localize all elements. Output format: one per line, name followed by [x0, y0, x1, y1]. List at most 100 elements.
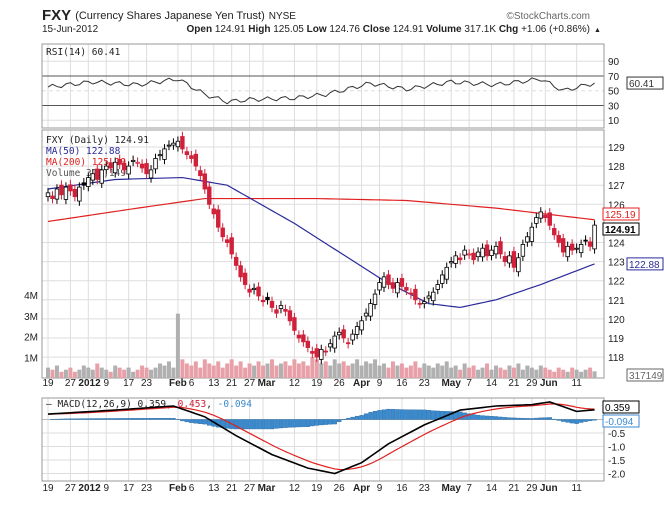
- volume-bar: [274, 365, 279, 378]
- macd-histogram-bar: [278, 419, 284, 429]
- price-tick-label: 126: [608, 200, 625, 211]
- macd-histogram-bar: [265, 419, 270, 430]
- volume-bar: [588, 367, 593, 378]
- volume-bar: [561, 369, 566, 378]
- macd-histogram-bar: [99, 418, 104, 420]
- candle-body: [422, 301, 427, 305]
- rsi-value-tag-text: 60.41: [629, 79, 654, 90]
- x-tick-label: Feb: [169, 378, 187, 389]
- macd-tick-label: -1.0: [608, 443, 626, 454]
- volume-bar: [426, 365, 431, 378]
- volume-bar: [534, 369, 539, 378]
- macd-histogram-bar: [108, 418, 113, 420]
- chart-marks: 19 27 2012 9 17 23 Feb 6 13 21 27 Mar 12 19 26 Apr 9 16 23…: [24, 57, 664, 494]
- candle-body: [260, 299, 266, 303]
- candle-body: [72, 188, 78, 198]
- x-tick-label: 21: [508, 483, 520, 494]
- candle-body: [345, 342, 351, 345]
- volume-bar: [592, 371, 597, 378]
- macd-histogram-bar: [457, 411, 463, 420]
- candle-body: [175, 140, 181, 148]
- candle-body: [113, 161, 118, 174]
- volume-bar: [547, 369, 552, 378]
- volume-bar: [323, 361, 328, 378]
- candle-body: [328, 343, 333, 348]
- legend-price: FXY (Daily) 124.91: [46, 135, 149, 146]
- volume-bar: [252, 365, 257, 378]
- macd-histogram-bar: [377, 410, 382, 420]
- candle-body: [189, 155, 194, 159]
- candle-body: [413, 288, 418, 301]
- close-label: Close: [363, 24, 391, 35]
- x-tick-label: 21: [226, 483, 238, 494]
- quote-summary: Open 124.91 High 125.05 Low 124.76 Close…: [187, 24, 590, 35]
- candle-body: [54, 188, 60, 200]
- candle-body: [565, 245, 570, 258]
- volume-bar: [480, 367, 485, 378]
- candle-body: [292, 317, 297, 331]
- macd-histogram-bar: [139, 418, 145, 420]
- candle-body: [475, 251, 481, 258]
- volume-bar: [355, 359, 360, 378]
- x-tick-label: 12: [289, 378, 301, 389]
- macd-histogram-bar: [135, 418, 140, 420]
- high-label: High: [248, 24, 270, 35]
- candle-body: [466, 253, 472, 256]
- candle-body: [417, 302, 423, 305]
- candle-body: [139, 163, 145, 169]
- candle-body: [471, 252, 476, 261]
- x-tick-label: 17: [123, 483, 135, 494]
- macd-panel: [41, 397, 605, 482]
- x-tick-label: 29: [526, 378, 538, 389]
- macd-histogram-bar: [363, 413, 369, 420]
- candle-body: [386, 274, 391, 285]
- volume-bar: [108, 371, 113, 378]
- candle-body: [561, 238, 566, 253]
- macd-histogram-bar: [314, 419, 319, 426]
- rsi-panel: [41, 43, 605, 129]
- candle-body: [569, 243, 575, 251]
- x-tick-label: 21: [226, 378, 238, 389]
- macd-histogram-bar: [305, 419, 311, 427]
- candle-body: [211, 208, 216, 215]
- macd-histogram-bar: [520, 418, 526, 420]
- volume-bar: [538, 365, 543, 378]
- volume-bar: [511, 367, 516, 378]
- volume-bar: [458, 369, 463, 378]
- macd-histogram-bar: [162, 418, 167, 420]
- volume-bar: [153, 367, 158, 378]
- macd-histogram-bar: [525, 418, 530, 420]
- macd-histogram-bar: [242, 419, 248, 430]
- macd-histogram-bar: [413, 409, 418, 420]
- candle-body: [587, 241, 593, 247]
- macd-histogram-bar: [144, 418, 149, 420]
- volume-bar: [238, 361, 243, 378]
- volume-bar: [261, 365, 266, 378]
- volume-bar: [189, 365, 194, 378]
- candle-body: [108, 162, 113, 169]
- volume-bar: [265, 363, 270, 378]
- price-tick-label: 119: [608, 334, 624, 345]
- volume-bar: [247, 363, 252, 378]
- volume-bar: [435, 363, 440, 378]
- macd-histogram-bar: [426, 410, 431, 420]
- volume-bar: [220, 367, 225, 378]
- macd-histogram-bar: [565, 419, 570, 423]
- x-tick-label: 23: [141, 378, 153, 389]
- macd-histogram-bar: [202, 419, 208, 425]
- volume-value: 317.1K: [464, 24, 496, 35]
- candle-body: [457, 257, 463, 261]
- candle-body: [538, 211, 543, 219]
- volume-bar: [243, 367, 248, 378]
- candle-body: [511, 251, 517, 268]
- volume-bar: [68, 367, 73, 378]
- x-tick-label: 14: [486, 483, 498, 494]
- macd-tag-text: 0.359: [605, 403, 630, 414]
- macd-histogram-bar: [471, 414, 476, 420]
- volume-bar: [404, 367, 409, 378]
- price-tick-label: 120: [608, 315, 625, 326]
- volume-bar: [126, 367, 131, 378]
- candle-body: [408, 292, 414, 295]
- candle-body: [399, 278, 405, 287]
- macd-histogram-bar: [332, 419, 337, 425]
